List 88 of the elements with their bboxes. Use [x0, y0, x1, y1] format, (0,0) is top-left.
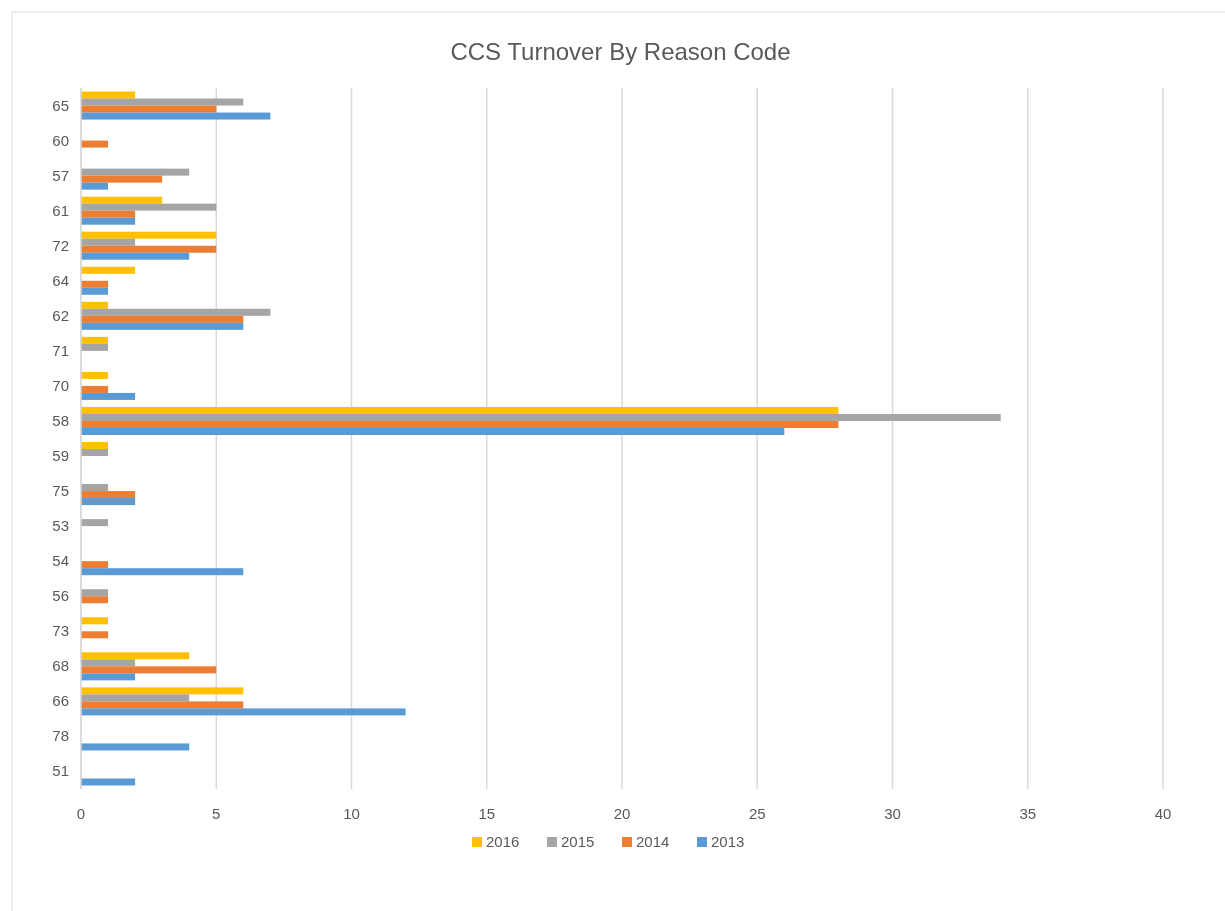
- y-tick-label: 64: [52, 271, 69, 289]
- y-tick-label: 56: [52, 587, 69, 605]
- y-tick-label: 59: [52, 447, 69, 465]
- x-tick-label: 30: [884, 805, 901, 822]
- bar: [81, 694, 190, 702]
- bar: [81, 371, 109, 379]
- y-tick-label: 68: [52, 657, 69, 675]
- bar: [81, 112, 271, 120]
- bar: [81, 442, 109, 450]
- x-tick-label: 40: [1154, 805, 1172, 822]
- bar: [81, 91, 136, 99]
- bar: [81, 322, 244, 330]
- y-tick-label: 57: [52, 166, 69, 184]
- x-tick-label: 10: [343, 805, 360, 822]
- bar: [81, 420, 839, 428]
- y-tick-label: 66: [52, 692, 69, 710]
- bar: [81, 589, 109, 597]
- bar: [81, 449, 109, 457]
- y-tick-label: 71: [52, 341, 69, 359]
- bar: [81, 140, 109, 148]
- bar: [81, 631, 109, 639]
- y-tick-label: 51: [52, 762, 69, 780]
- bar: [81, 406, 839, 414]
- bar: [81, 231, 217, 239]
- y-tick-label: 72: [52, 236, 69, 254]
- y-tick-label: 78: [52, 727, 69, 745]
- bar: [81, 659, 136, 667]
- bar: [81, 196, 163, 204]
- y-tick-label: 62: [52, 306, 69, 324]
- bar: [81, 252, 190, 260]
- x-tick-label: 20: [613, 805, 631, 822]
- bar: [81, 238, 136, 246]
- bar: [81, 301, 109, 309]
- bar: [81, 596, 109, 604]
- bar: [81, 175, 163, 183]
- bar: [81, 105, 217, 113]
- bar: [81, 210, 136, 218]
- bar: [81, 568, 244, 576]
- y-tick-label: 73: [52, 622, 69, 640]
- bar: [81, 617, 109, 625]
- legend-label: 2014: [636, 833, 670, 850]
- bar: [81, 98, 244, 106]
- x-tick-label: 25: [748, 805, 766, 822]
- bar: [81, 266, 136, 274]
- bar: [81, 280, 109, 288]
- x-tick-label: 5: [212, 805, 221, 822]
- bar: [81, 427, 785, 435]
- bar: [81, 673, 136, 681]
- bar: [81, 561, 109, 569]
- y-tick-label: 58: [52, 411, 69, 429]
- bar: [81, 708, 406, 716]
- bar: [81, 336, 109, 344]
- bar: [81, 743, 190, 751]
- y-tick-label: 53: [52, 517, 69, 535]
- bar: [81, 315, 244, 323]
- bar: [81, 413, 1001, 421]
- bar: [81, 652, 190, 660]
- x-tick-label: 35: [1019, 805, 1037, 822]
- bar: [81, 491, 136, 499]
- bar: [81, 385, 109, 393]
- bar: [81, 666, 217, 674]
- bar: [81, 203, 217, 211]
- y-tick-label: 54: [52, 552, 69, 570]
- bar: [81, 701, 244, 709]
- bar: [81, 392, 136, 400]
- bar: [81, 245, 217, 253]
- bar: [81, 308, 271, 316]
- bar: [81, 519, 109, 527]
- bar: [81, 498, 136, 506]
- legend-label: 2016: [486, 833, 520, 850]
- bar: [81, 343, 109, 351]
- bar: [81, 484, 109, 492]
- bar: [81, 287, 109, 295]
- x-tick-label: 15: [478, 805, 496, 822]
- chart-title: CCS Turnover By Reason Code: [450, 38, 791, 65]
- y-tick-label: 75: [52, 482, 69, 500]
- bar: [81, 217, 136, 225]
- bar: [81, 182, 109, 190]
- legend-label: 2015: [561, 833, 595, 850]
- bar: [81, 687, 244, 695]
- y-tick-label: 60: [52, 131, 69, 149]
- y-tick-label: 65: [52, 96, 69, 114]
- y-tick-label: 70: [52, 376, 69, 394]
- x-tick-label: 0: [76, 805, 86, 822]
- bar: [81, 168, 190, 176]
- y-tick-label: 61: [52, 201, 69, 219]
- legend-label: 2013: [711, 833, 745, 850]
- bar: [81, 778, 136, 786]
